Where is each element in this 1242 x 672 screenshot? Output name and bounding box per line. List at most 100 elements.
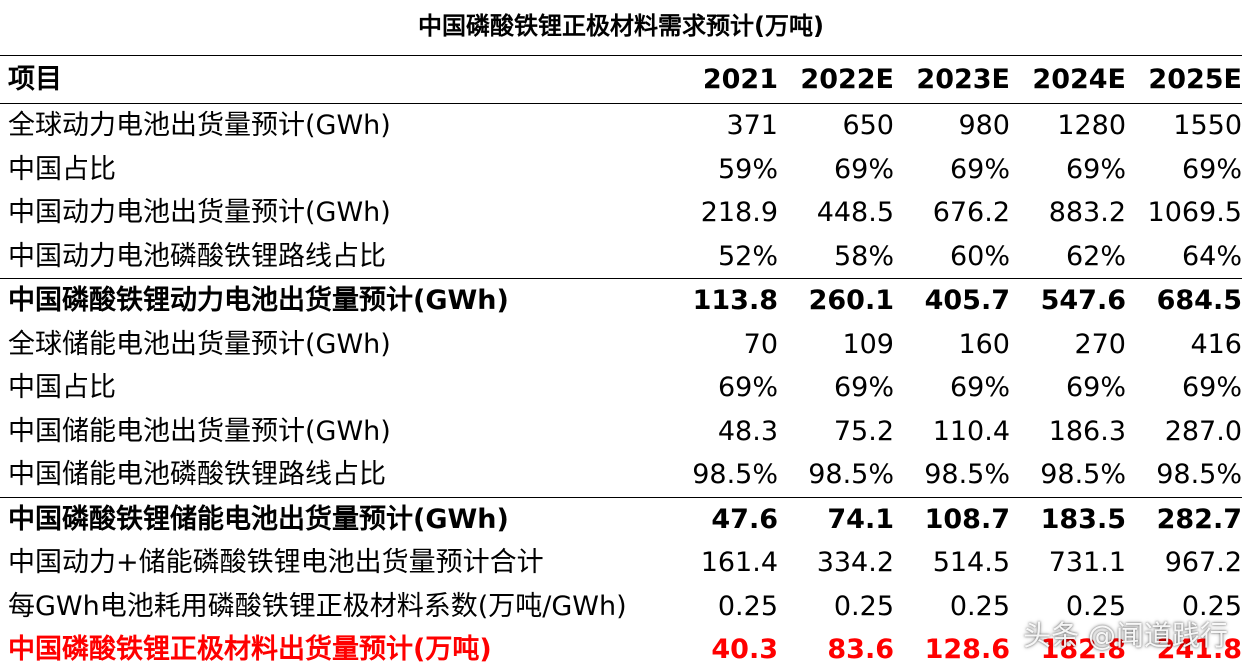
cell-value: 270 [1074,328,1126,360]
cell-value: 405.7 [902,278,1018,323]
cell-value: 109 [842,328,894,360]
cell-value: 980 [958,110,1010,141]
table-row-subtotal-storage: 中国磷酸铁锂储能电池出货量预计(GWh) 47.6 74.1 108.7 183… [0,496,1242,541]
cell-value: 70 [743,328,778,360]
cell-value: 1069.5 [1147,197,1242,228]
table-row: 中国储能电池出货量预计(GWh) 48.3 75.2 110.4 186.3 2… [0,410,1242,454]
cell-value: 883.2 [1048,197,1126,228]
row-label: 中国储能电池出货量预计(GWh) [8,415,391,447]
table-row-subtotal-power: 中国磷酸铁锂动力电池出货量预计(GWh) 113.8 260.1 405.7 5… [0,278,1242,323]
cell-value: 69% [1065,372,1126,403]
cell-value: 69% [1181,153,1242,185]
cell-value: 1550 [1173,110,1242,141]
cell-value: 547.6 [1018,278,1134,323]
cell-value: 69% [1065,153,1126,185]
cell-value: 59% [717,153,778,185]
row-label: 中国磷酸铁锂动力电池出货量预计(GWh) [0,278,680,323]
cell-value: 260.1 [786,278,902,323]
row-label: 中国磷酸铁锂正极材料出货量预计(万吨) [8,634,492,665]
cell-value: 83.6 [827,634,894,665]
cell-value: 0.25 [1181,590,1242,622]
table-row: 全球储能电池出货量预计(GWh) 70 109 160 270 416 [0,323,1242,367]
cell-value: 334.2 [816,547,894,578]
row-label: 全球储能电池出货量预计(GWh) [8,328,391,360]
cell-value: 183.5 [1018,496,1134,541]
cell-value: 58% [833,240,894,272]
cell-value: 69% [949,153,1010,185]
cell-value: 182.8 [1040,634,1126,665]
cell-value: 287.0 [1164,415,1242,447]
cell-value: 1280 [1057,110,1126,141]
cell-value: 69% [833,372,894,403]
table-row: 中国动力电池磷酸铁锂路线占比 52% 58% 60% 62% 64% [0,235,1242,279]
cell-value: 98.5% [692,459,778,490]
cell-value: 98.5% [1156,459,1242,490]
cell-value: 416 [1190,328,1242,360]
cell-value: 74.1 [786,496,902,541]
cell-value: 514.5 [932,547,1010,578]
header-year-2025e: 2025E [1134,55,1242,104]
table-row-total-cathode: 中国磷酸铁锂正极材料出货量预计(万吨) 40.3 83.6 128.6 182.… [0,628,1242,672]
cell-value: 684.5 [1134,278,1242,323]
table-row: 中国储能电池磷酸铁锂路线占比 98.5% 98.5% 98.5% 98.5% 9… [0,453,1242,497]
cell-value: 0.25 [1065,590,1126,622]
source-watermark: 头条 @闻道践行 [1023,619,1228,652]
cell-value: 0.25 [949,590,1010,622]
cell-value: 371 [726,110,778,141]
table-row: 中国占比 69% 69% 69% 69% 69% [0,366,1242,410]
cell-value: 69% [949,372,1010,403]
header-year-2022e: 2022E [786,55,902,104]
cell-value: 160 [958,328,1010,360]
cell-value: 62% [1065,240,1126,272]
cell-value: 128.6 [924,634,1010,665]
row-label: 中国动力电池磷酸铁锂路线占比 [8,240,386,272]
cell-value: 110.4 [932,415,1010,447]
cell-value: 64% [1181,240,1242,272]
cell-value: 731.1 [1048,547,1126,578]
cell-value: 98.5% [808,459,894,490]
cell-value: 113.8 [680,278,786,323]
cell-value: 448.5 [816,197,894,228]
cell-value: 650 [842,110,894,141]
demand-forecast-table: 项目 2021 2022E 2023E 2024E 2025E 全球动力电池出货… [0,55,1242,672]
cell-value: 47.6 [680,496,786,541]
cell-value: 40.3 [711,634,778,665]
header-year-2021: 2021 [680,55,786,104]
row-label: 中国储能电池磷酸铁锂路线占比 [8,459,386,490]
row-label: 中国磷酸铁锂储能电池出货量预计(GWh) [0,496,680,541]
header-year-2024e: 2024E [1018,55,1134,104]
row-label: 中国动力电池出货量预计(GWh) [8,197,391,228]
cell-value: 967.2 [1164,547,1242,578]
table-row: 中国动力电池出货量预计(GWh) 218.9 448.5 676.2 883.2… [0,191,1242,235]
header-year-2023e: 2023E [902,55,1018,104]
table-row: 全球动力电池出货量预计(GWh) 371 650 980 1280 1550 [0,104,1242,148]
cell-value: 69% [833,153,894,185]
cell-value: 241.8 [1156,634,1242,665]
row-label: 中国动力+储能磷酸铁锂电池出货量预计合计 [8,547,544,578]
cell-value: 98.5% [1040,459,1126,490]
cell-value: 186.3 [1048,415,1126,447]
cell-value: 75.2 [833,415,894,447]
row-label: 中国占比 [8,372,116,403]
cell-value: 98.5% [924,459,1010,490]
header-item: 项目 [0,55,680,104]
cell-value: 60% [949,240,1010,272]
cell-value: 676.2 [932,197,1010,228]
cell-value: 218.9 [700,197,778,228]
table-row: 中国占比 59% 69% 69% 69% 69% [0,148,1242,192]
cell-value: 282.7 [1134,496,1242,541]
row-label: 全球动力电池出货量预计(GWh) [8,110,391,141]
cell-value: 69% [717,372,778,403]
table-row: 中国动力+储能磷酸铁锂电池出货量预计合计 161.4 334.2 514.5 7… [0,541,1242,585]
table-row: 每GWh电池耗用磷酸铁锂正极材料系数(万吨/GWh) 0.25 0.25 0.2… [0,585,1242,629]
row-label: 每GWh电池耗用磷酸铁锂正极材料系数(万吨/GWh) [8,590,627,622]
cell-value: 161.4 [700,547,778,578]
row-label: 中国占比 [8,153,116,185]
table-title: 中国磷酸铁锂正极材料需求预计(万吨) [418,12,824,40]
cell-value: 69% [1181,372,1242,403]
cell-value: 0.25 [717,590,778,622]
cell-value: 48.3 [717,415,778,447]
header-row: 项目 2021 2022E 2023E 2024E 2025E [0,55,1242,104]
cell-value: 108.7 [902,496,1018,541]
cell-value: 52% [717,240,778,272]
